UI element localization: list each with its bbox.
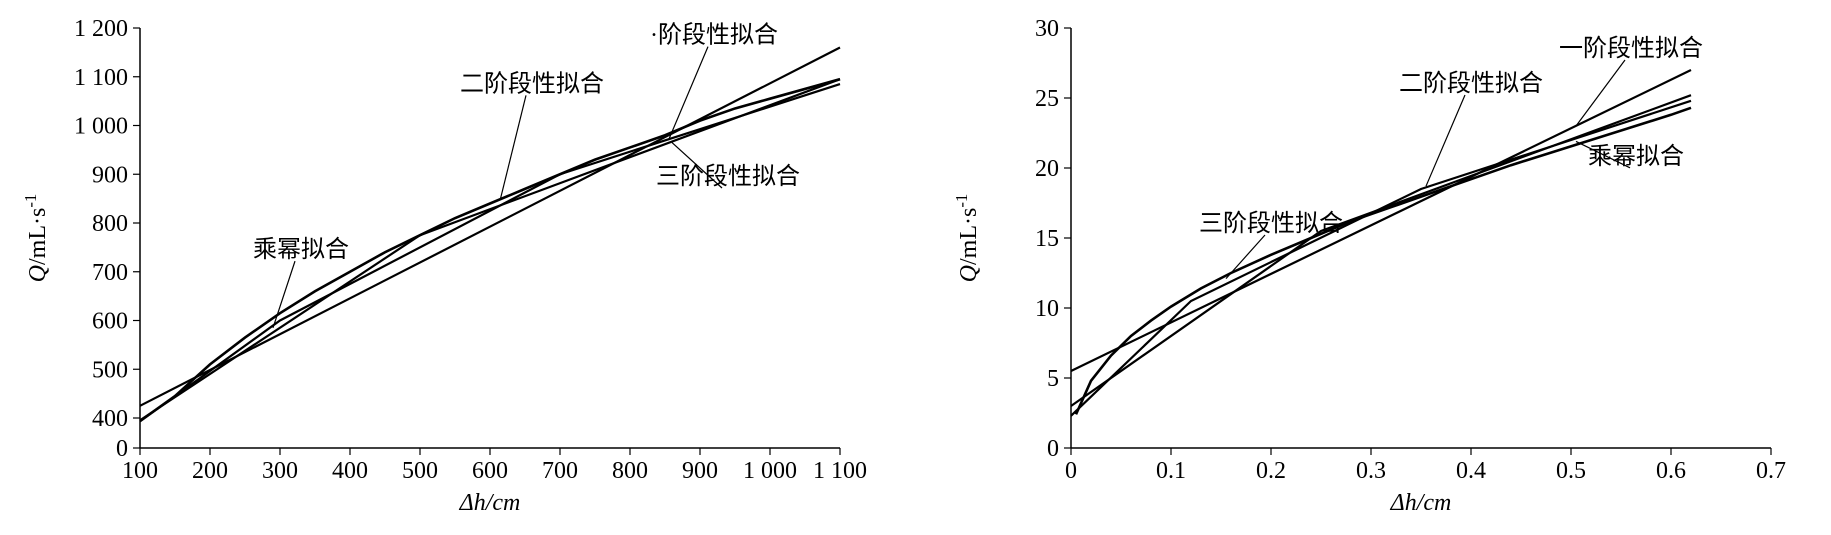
left-chart-svg: 1002003004005006007008009001 0001 100040…: [0, 0, 880, 530]
y-tick-label: 0: [1047, 436, 1059, 462]
annotation-label: 三阶段性拟合: [656, 163, 800, 190]
x-tick-label: 1 000: [743, 458, 797, 484]
series-二阶段性拟合: [140, 79, 840, 420]
x-axis-label: Δh/cm: [459, 490, 521, 516]
y-tick-label: 5: [1047, 366, 1059, 392]
x-tick-label: 0: [1065, 458, 1077, 484]
annotation-label: 乘幂拟合: [253, 236, 349, 263]
annotation-label: 三阶段性拟合: [1199, 210, 1343, 237]
x-tick-label: 0.3: [1356, 458, 1386, 484]
annotation-label: 一阶段性拟合: [1559, 35, 1703, 62]
x-tick-label: 400: [332, 458, 368, 484]
figure-container: 1002003004005006007008009001 0001 100040…: [0, 0, 1831, 532]
left-chart-panel: 1002003004005006007008009001 0001 100040…: [0, 0, 880, 535]
right-chart-panel: 0 0.1 0.2 0.3 0.4 0.5 0.6 0.7 0 5 10 15 20 25 30 Δh/cm Q…: [951, 0, 1831, 535]
x-tick-label: 600: [472, 458, 508, 484]
y-tick-label: 500: [92, 357, 128, 383]
y-tick-label: 1 100: [74, 64, 128, 90]
y-tick-label: 15: [1035, 226, 1059, 252]
x-tick-label: 800: [612, 458, 648, 484]
x-tick-label: 0.6: [1656, 458, 1686, 484]
annotation-label: 二阶段性拟合: [460, 70, 604, 97]
y-tick-label: 1 200: [74, 16, 128, 42]
x-tick-label: 0.7: [1756, 458, 1786, 484]
y-axis-label: Q/mL·s-1: [952, 193, 983, 282]
annotation-label: 乘幂拟合: [1588, 142, 1684, 169]
series-乘幂拟合: [140, 79, 840, 421]
y-tick-label: 800: [92, 211, 128, 237]
x-tick-label: 900: [682, 458, 718, 484]
annotation-leader: [1426, 95, 1465, 186]
x-tick-label: 0.1: [1156, 458, 1186, 484]
x-tick-label: 0.5: [1556, 458, 1586, 484]
x-tick-label: 1 100: [813, 458, 867, 484]
y-tick-label: 600: [92, 308, 128, 334]
annotation-label: 二阶段性拟合: [1399, 70, 1543, 97]
x-tick-label: 300: [262, 458, 298, 484]
y-tick-label: 700: [92, 259, 128, 285]
annotation-label: ·阶段性拟合: [650, 21, 778, 48]
right-chart-svg: 0 0.1 0.2 0.3 0.4 0.5 0.6 0.7 0 5 10 15 20 25 30 Δh/cm Q…: [951, 0, 1831, 530]
x-tick-label: 500: [402, 458, 438, 484]
y-tick-label: 25: [1035, 86, 1059, 112]
y-tick-label: 20: [1035, 156, 1059, 182]
annotation-leader: [501, 95, 527, 198]
y-axis-label: Q/mL·s-1: [21, 193, 52, 282]
annotation-leader: [1226, 235, 1265, 279]
x-tick-label: 200: [192, 458, 228, 484]
x-tick-label: 700: [542, 458, 578, 484]
y-tick-label: 900: [92, 162, 128, 188]
x-tick-label: 0.2: [1256, 458, 1286, 484]
x-axis-label: Δh/cm: [1390, 490, 1452, 516]
y-tick-label: 30: [1035, 16, 1059, 42]
series-二阶段性拟合: [1071, 95, 1691, 406]
annotation-leader: [1576, 60, 1625, 126]
y-tick-label: 400: [92, 406, 128, 432]
series-三阶段性拟合: [140, 84, 840, 421]
x-tick-label: 0.4: [1456, 458, 1486, 484]
y-tick-label: 10: [1035, 296, 1059, 322]
y-tick-label: 0: [116, 436, 128, 462]
y-tick-label: 1 000: [74, 113, 128, 139]
